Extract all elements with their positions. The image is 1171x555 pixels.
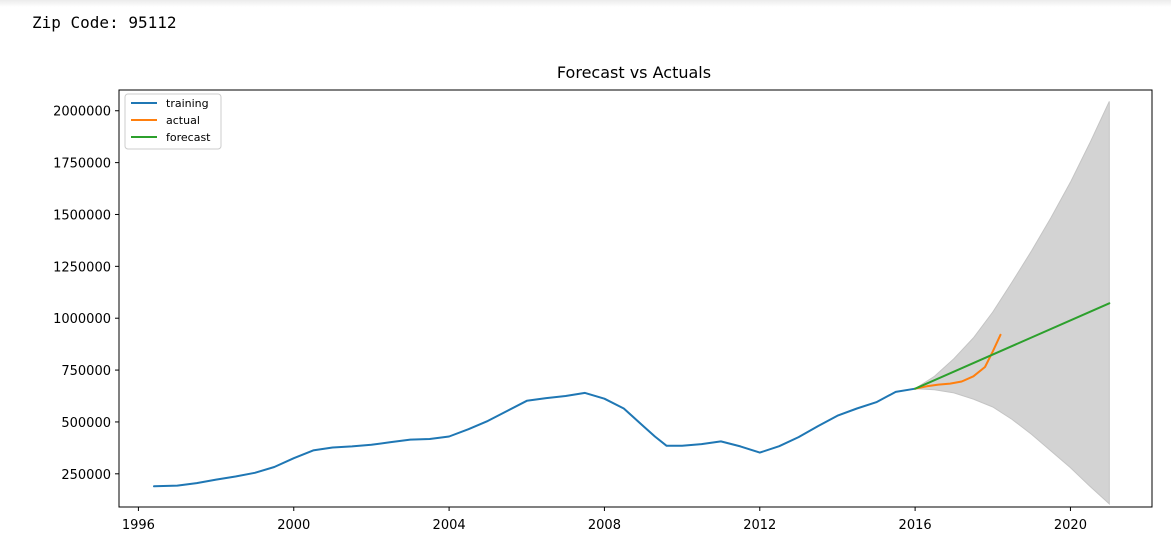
legend-label-actual: actual — [166, 114, 200, 127]
y-tick-label: 1000000 — [53, 312, 111, 327]
y-axis: 250000 500000 750000 1000000 1250000 1500000 1… — [53, 105, 119, 483]
x-axis: 1996 2000 2004 2008 2012 2016 2020 — [122, 507, 1087, 533]
y-tick-label: 500000 — [61, 416, 111, 431]
series-line-forecast — [914, 302, 1111, 390]
y-tick-label: 750000 — [61, 364, 111, 379]
x-tick-label: 2016 — [899, 518, 932, 533]
y-tick-label: 1750000 — [53, 157, 111, 172]
y-tick-label: 250000 — [61, 468, 111, 483]
series-line-training — [153, 387, 917, 488]
x-tick-label: 1996 — [122, 518, 155, 533]
y-tick-label: 2000000 — [53, 105, 111, 120]
legend: training actual forecast — [124, 93, 222, 150]
legend-box — [124, 93, 222, 150]
confidence-band-area — [913, 101, 1110, 506]
zip-code-output: Zip Code: 95112 — [32, 13, 177, 32]
legend-label-training: training — [166, 97, 209, 110]
x-tick-label: 2012 — [743, 518, 776, 533]
x-tick-label: 2000 — [277, 518, 310, 533]
legend-label-forecast: forecast — [166, 131, 211, 144]
x-tick-label: 2008 — [588, 518, 621, 533]
axes-frame — [118, 89, 1153, 508]
series-lines-layer — [153, 302, 1111, 488]
y-tick-label: 1500000 — [53, 208, 111, 223]
confidence-band-layer — [913, 101, 1110, 506]
y-tick-label: 1250000 — [53, 260, 111, 275]
chart-title: Forecast vs Actuals — [557, 63, 711, 82]
x-tick-label: 2004 — [433, 518, 466, 533]
output-cell-top-border — [0, 0, 1171, 7]
x-tick-label: 2020 — [1054, 518, 1087, 533]
